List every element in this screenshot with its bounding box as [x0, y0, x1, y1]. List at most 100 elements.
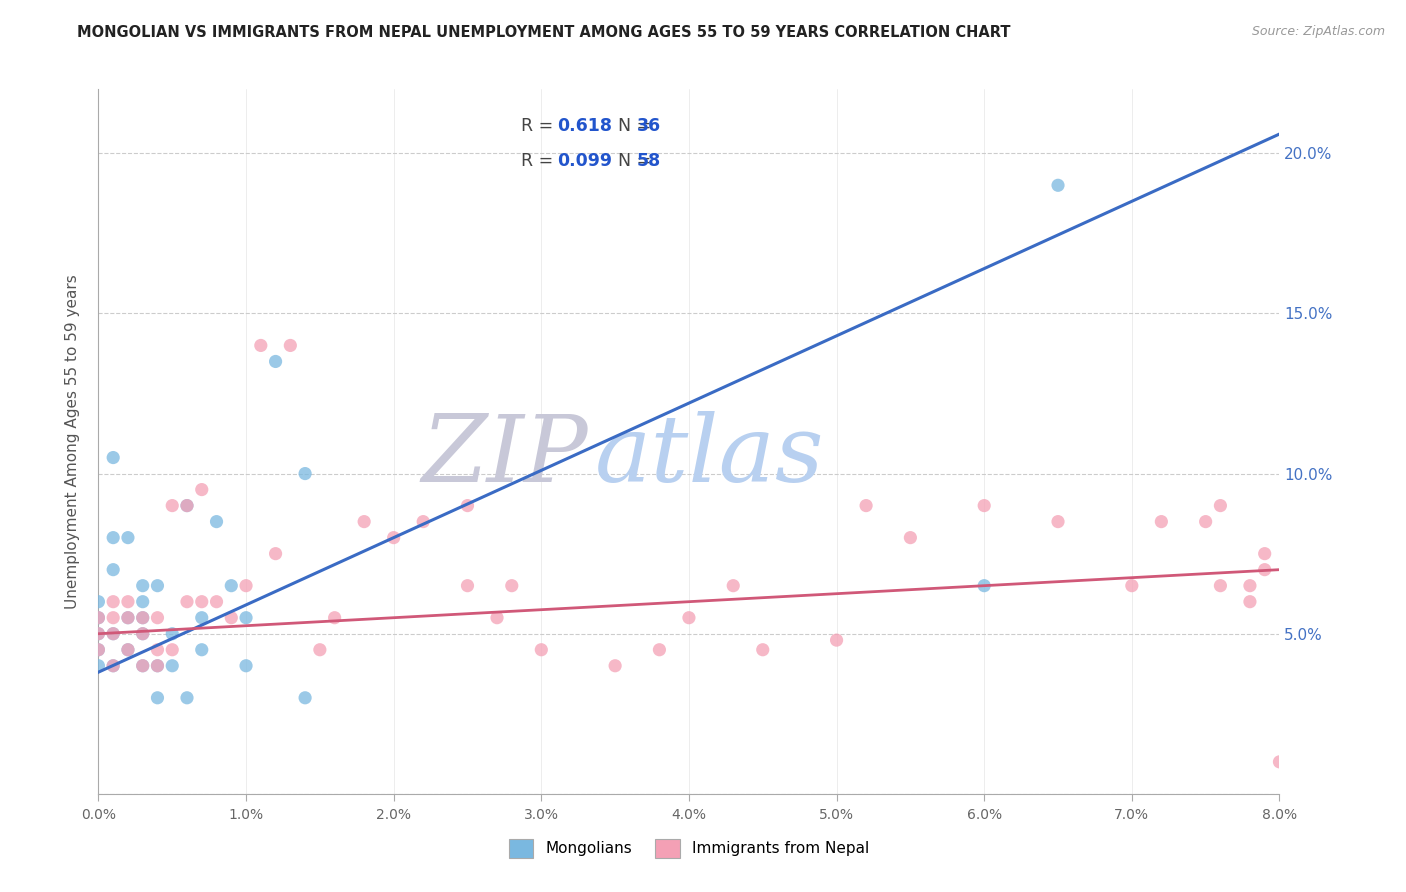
Point	[900, 531, 922, 545]
Point	[117, 610, 139, 624]
Point	[146, 690, 169, 705]
Point	[1254, 563, 1277, 577]
Text: 58: 58	[637, 152, 661, 170]
Point	[132, 626, 155, 640]
Point	[176, 499, 198, 513]
Point	[1209, 579, 1232, 593]
Text: atlas: atlas	[595, 410, 824, 500]
Point	[530, 642, 553, 657]
Point	[87, 610, 110, 624]
Text: 36: 36	[637, 117, 661, 135]
Point	[117, 642, 139, 657]
Point	[323, 610, 346, 624]
Point	[294, 690, 316, 705]
Point	[87, 610, 110, 624]
Point	[132, 610, 155, 624]
Point	[501, 579, 523, 593]
Legend: Mongolians, Immigrants from Nepal: Mongolians, Immigrants from Nepal	[503, 833, 875, 863]
Point	[162, 642, 183, 657]
Point	[146, 658, 169, 673]
Point	[648, 642, 671, 657]
Point	[162, 626, 183, 640]
Point	[117, 531, 139, 545]
Point	[264, 354, 287, 368]
Point	[412, 515, 434, 529]
Point	[117, 642, 139, 657]
Point	[973, 579, 995, 593]
Point	[117, 610, 139, 624]
Point	[162, 499, 183, 513]
Point	[294, 467, 316, 481]
Point	[191, 595, 214, 609]
Point	[1239, 579, 1261, 593]
Point	[353, 515, 375, 529]
Point	[87, 642, 110, 657]
Point	[146, 642, 169, 657]
Point	[176, 690, 198, 705]
Point	[486, 610, 509, 624]
Point	[235, 610, 257, 624]
Point	[146, 658, 169, 673]
Point	[191, 483, 214, 497]
Text: N =: N =	[607, 152, 657, 170]
Text: 0.099: 0.099	[557, 152, 612, 170]
Point	[103, 450, 125, 465]
Point	[1254, 547, 1277, 561]
Point	[280, 338, 302, 352]
Point	[103, 531, 125, 545]
Point	[87, 626, 110, 640]
Point	[221, 610, 243, 624]
Point	[103, 626, 125, 640]
Point	[103, 658, 125, 673]
Point	[973, 499, 995, 513]
Text: Source: ZipAtlas.com: Source: ZipAtlas.com	[1251, 25, 1385, 38]
Point	[825, 633, 848, 648]
Point	[103, 610, 125, 624]
Point	[205, 515, 228, 529]
Point	[146, 610, 169, 624]
Point	[132, 658, 155, 673]
Point	[87, 595, 110, 609]
Point	[678, 610, 700, 624]
Point	[1150, 515, 1173, 529]
Point	[1239, 595, 1261, 609]
Point	[103, 658, 125, 673]
Point	[1046, 515, 1070, 529]
Point	[103, 563, 125, 577]
Point	[1268, 755, 1291, 769]
Text: 0.618: 0.618	[557, 117, 612, 135]
Text: ZIP: ZIP	[422, 410, 589, 500]
Point	[176, 499, 198, 513]
Text: R =: R =	[522, 152, 560, 170]
Point	[205, 595, 228, 609]
Point	[162, 658, 183, 673]
Point	[382, 531, 405, 545]
Point	[1195, 515, 1218, 529]
Point	[132, 658, 155, 673]
Point	[103, 626, 125, 640]
Point	[117, 595, 139, 609]
Point	[191, 610, 214, 624]
Point	[235, 579, 257, 593]
Point	[176, 595, 198, 609]
Point	[103, 595, 125, 609]
Point	[752, 642, 775, 657]
Point	[264, 547, 287, 561]
Point	[221, 579, 243, 593]
Point	[87, 626, 110, 640]
Point	[87, 658, 110, 673]
Point	[132, 579, 155, 593]
Text: MONGOLIAN VS IMMIGRANTS FROM NEPAL UNEMPLOYMENT AMONG AGES 55 TO 59 YEARS CORREL: MONGOLIAN VS IMMIGRANTS FROM NEPAL UNEMP…	[77, 25, 1011, 40]
Point	[1121, 579, 1143, 593]
Point	[309, 642, 332, 657]
Point	[87, 642, 110, 657]
Text: N =: N =	[607, 117, 657, 135]
Point	[1209, 499, 1232, 513]
Point	[605, 658, 627, 673]
Point	[855, 499, 877, 513]
Point	[457, 499, 479, 513]
Point	[250, 338, 273, 352]
Point	[1046, 178, 1070, 193]
Point	[457, 579, 479, 593]
Point	[191, 642, 214, 657]
